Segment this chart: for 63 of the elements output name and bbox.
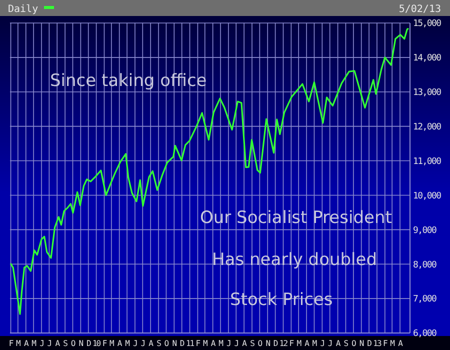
- x-tick-label: 10: [92, 339, 102, 348]
- x-tick-label: D: [180, 339, 185, 348]
- x-tick-label: D: [273, 339, 278, 348]
- x-tick-label: N: [78, 339, 84, 348]
- x-tick-label: 12: [279, 339, 288, 348]
- x-tick-label: A: [117, 339, 122, 348]
- x-tick-label: F: [289, 339, 294, 348]
- x-tick-label: A: [210, 339, 216, 348]
- x-tick-label: F: [102, 339, 108, 348]
- x-tick-label: J: [140, 339, 145, 348]
- x-tick-label: S: [63, 339, 68, 348]
- x-tick-label: N: [359, 339, 364, 348]
- x-tick-label: O: [70, 339, 76, 348]
- x-tick-label: M: [109, 339, 114, 348]
- x-tick-label: S: [250, 339, 256, 348]
- x-tick-label: S: [344, 339, 349, 348]
- x-tick-label: M: [16, 339, 22, 348]
- x-tick-label: O: [164, 339, 170, 348]
- x-tick-label: M: [202, 339, 208, 348]
- x-tick-label: J: [133, 339, 138, 348]
- y-tick-label: 7,000: [413, 294, 436, 305]
- x-tick-label: M: [312, 339, 318, 348]
- y-tick-label: 9,000: [413, 226, 436, 236]
- x-tick-label: N: [266, 339, 271, 348]
- y-tick-label: 14,000: [413, 54, 442, 64]
- x-tick-label: 13: [373, 339, 382, 348]
- x-tick-label: A: [148, 339, 154, 348]
- line-series: [10, 28, 409, 315]
- y-tick-label: 12,000: [413, 122, 442, 132]
- x-tick-label: M: [296, 339, 302, 348]
- x-tick-label: 11: [186, 339, 195, 348]
- x-tick-label: J: [320, 339, 324, 348]
- x-tick-label: O: [351, 339, 356, 348]
- x-tick-label: D: [367, 339, 372, 348]
- x-tick-label: J: [234, 339, 238, 348]
- x-tick-label: F: [8, 339, 14, 348]
- x-tick-label: J: [40, 339, 44, 348]
- y-tick-label: 13,000: [413, 88, 442, 98]
- x-tick-label: N: [172, 339, 178, 348]
- x-tick-label: A: [336, 339, 341, 348]
- text: 5/02/13: [398, 4, 441, 15]
- y-tick-label: 15,000: [413, 19, 442, 30]
- x-tick-label: M: [218, 339, 224, 348]
- x-tick-label: J: [226, 339, 231, 348]
- x-tick-label: J: [328, 339, 332, 348]
- legend-label: Daily: [8, 4, 38, 15]
- y-tick-label: 8,000: [413, 260, 436, 270]
- x-tick-label: D: [86, 339, 92, 348]
- x-tick-label: M: [32, 339, 37, 348]
- x-tick-label: F: [196, 339, 201, 348]
- x-tick-label: A: [304, 339, 310, 348]
- x-tick-label: S: [156, 339, 162, 348]
- x-tick-label: M: [390, 339, 396, 348]
- x-tick-label: J: [47, 339, 52, 348]
- x-tick-label: A: [24, 339, 29, 348]
- y-tick-label: 10,000: [413, 191, 442, 202]
- y-tick-label: 11,000: [413, 156, 442, 167]
- x-tick-label: A: [55, 339, 60, 348]
- x-tick-label: A: [242, 339, 248, 348]
- x-tick-label: A: [398, 339, 404, 348]
- x-tick-label: F: [382, 339, 388, 348]
- x-tick-label: O: [258, 339, 263, 348]
- x-tick-label: M: [125, 339, 130, 348]
